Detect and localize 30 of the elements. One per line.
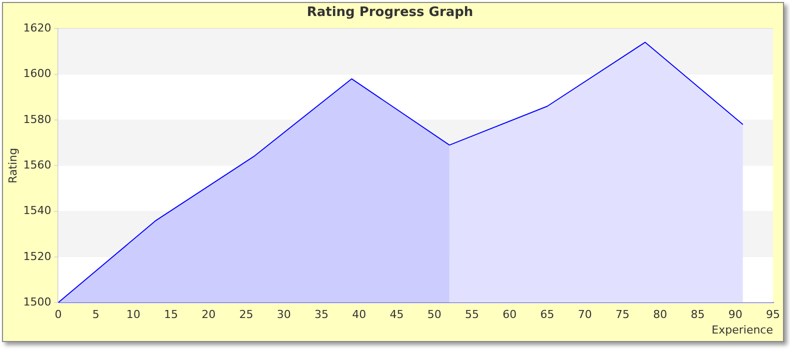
x-tick-label: 70: [578, 308, 592, 322]
x-tick-label: 85: [690, 308, 705, 322]
x-tick-label: 55: [465, 308, 480, 322]
x-tick-label: 0: [54, 308, 62, 322]
x-tick-label: 5: [92, 308, 100, 322]
x-tick-label: 25: [239, 308, 254, 322]
chart-title: Rating Progress Graph: [306, 5, 474, 20]
x-tick-label: 10: [126, 308, 140, 322]
x-tick-label: 30: [276, 308, 291, 322]
y-tick-label: 1500: [23, 295, 52, 308]
x-tick-label: 20: [202, 308, 216, 322]
x-tick-label: 90: [728, 308, 742, 322]
x-tick-label: 80: [653, 308, 668, 322]
y-tick-label: 1520: [23, 250, 52, 263]
x-tick-label: 35: [314, 308, 329, 322]
x-axis-title: Experience: [712, 323, 774, 336]
x-tick-label: 50: [427, 308, 442, 322]
y-tick-label: 1540: [23, 204, 52, 218]
x-tick-label: 15: [164, 308, 178, 322]
x-tick-label: 95: [766, 308, 780, 322]
x-tick-label: 75: [616, 308, 630, 322]
x-tick-label: 65: [540, 308, 554, 322]
x-tick-label: 40: [352, 308, 366, 322]
x-tick-label: 45: [390, 308, 404, 322]
y-tick-label: 1560: [23, 158, 52, 172]
y-tick-label: 1600: [23, 67, 52, 80]
x-tick-label: 60: [502, 308, 517, 322]
y-tick-label: 1580: [23, 112, 52, 126]
y-axis-title: Rating: [6, 148, 20, 184]
y-tick-label: 1620: [23, 21, 52, 34]
